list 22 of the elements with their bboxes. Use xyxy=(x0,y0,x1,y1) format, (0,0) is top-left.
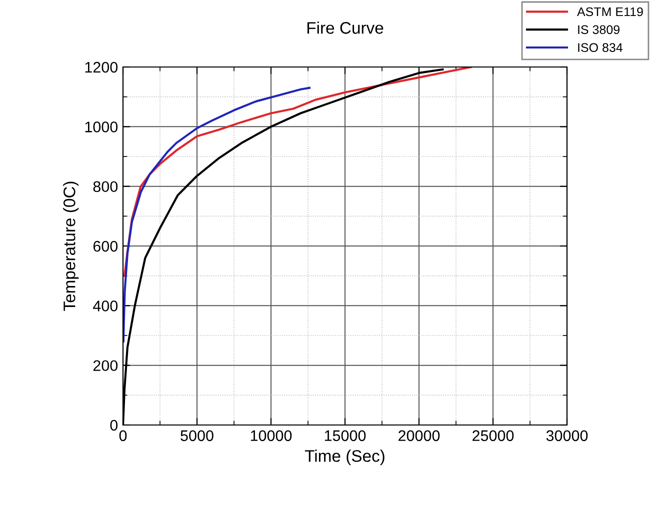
line-series xyxy=(123,86,311,343)
legend-label: ISO 834 xyxy=(578,43,622,52)
x-tick-label: 30000 xyxy=(546,430,588,442)
x-tick-label: 15000 xyxy=(324,430,366,442)
x-tick-label: 20000 xyxy=(398,430,440,442)
y-tick-label: 1000 xyxy=(85,122,118,132)
legend-label: IS 3809 xyxy=(578,25,620,34)
x-tick-label: 10000 xyxy=(250,430,292,442)
y-tick-label: 400 xyxy=(93,300,118,312)
x-tick-label: 5000 xyxy=(180,430,214,442)
chart-title: Fire Curve xyxy=(307,22,384,34)
y-tick-label: 1200 xyxy=(85,62,118,73)
y-tick-label: 0 xyxy=(110,420,118,431)
y-tick-label: 200 xyxy=(93,360,118,372)
y-tick-label: 800 xyxy=(93,181,118,192)
y-axis-title: Temperature (0C) xyxy=(63,182,79,311)
x-axis-title: Time (Sec) xyxy=(304,450,384,466)
y-tick-label: 600 xyxy=(93,240,118,252)
x-tick-label: 25000 xyxy=(472,430,514,442)
x-tick-label: 0 xyxy=(119,430,127,442)
legend-label: ASTM E119 xyxy=(577,7,643,16)
line-series xyxy=(123,67,472,277)
